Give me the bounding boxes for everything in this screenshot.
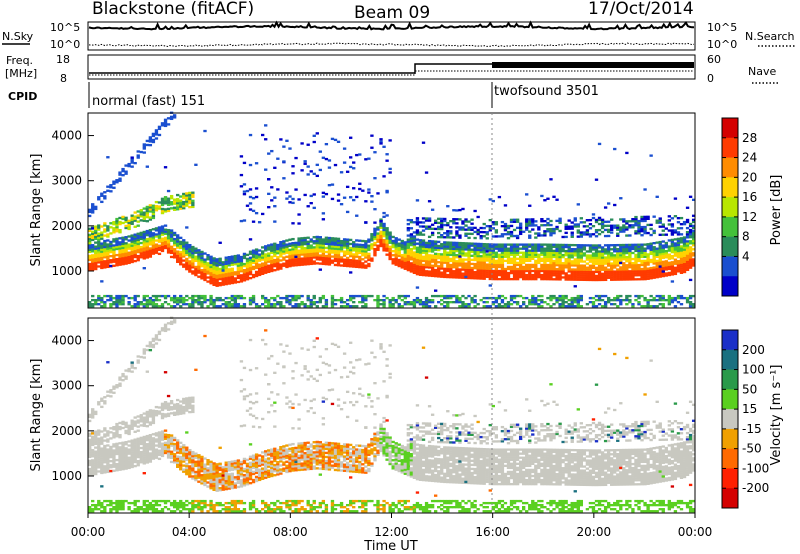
colorbar-tick-label: 100 — [742, 363, 765, 377]
colorbar-tick-label: -50 — [742, 442, 762, 456]
range-tick-label: 3000 — [51, 174, 82, 188]
velocity-ylabel: Slant Range [km] — [29, 359, 44, 472]
colorbar-tick-label: 12 — [742, 210, 757, 224]
time-tick-label: 00:00 — [678, 525, 713, 539]
range-tick-label: 4000 — [51, 334, 82, 348]
time-tick-label: 16:00 — [475, 525, 510, 539]
range-tick-label: 1000 — [51, 469, 82, 483]
colorbar-tick-label: 15 — [742, 402, 757, 416]
noise-left-tick-top: 10^5 — [50, 21, 80, 34]
colorbar-tick-label: -15 — [742, 422, 762, 436]
colorbar-tick-label: 20 — [742, 170, 757, 184]
cpid-panel: CPID normal (fast) 151 twofsound 3501 — [8, 82, 599, 109]
range-tick-label: 2000 — [51, 219, 82, 233]
colorbar-swatch — [722, 428, 738, 450]
velocity-cells — [88, 316, 696, 513]
cpid-entry-twofsound: twofsound 3501 — [494, 84, 599, 99]
beam-label: Beam 09 — [354, 3, 430, 23]
nave-dense-block — [492, 62, 694, 68]
cpid-entry-normal: normal (fast) 151 — [92, 94, 205, 109]
power-cells — [88, 111, 696, 308]
nave-label: Nave — [748, 65, 776, 78]
noise-right-tick-bottom: 10^0 — [707, 38, 737, 51]
cpid-label: CPID — [8, 90, 37, 103]
colorbar-tick-label: 16 — [742, 190, 757, 204]
range-tick-label: 3000 — [51, 379, 82, 393]
colorbar-swatch — [722, 389, 738, 410]
time-tick-label: 12:00 — [374, 525, 409, 539]
range-tick-label: 4000 — [51, 129, 82, 143]
power-panel: 1000 2000 3000 4000 Slant Range [km] — [29, 111, 696, 309]
time-tick-label: 00:00 — [71, 525, 106, 539]
noise-panel: N.Sky 10^5 10^0 10^5 10^0 N.Search — [2, 20, 795, 51]
colorbar-swatch — [722, 330, 738, 351]
power-colorbar-label: Power [dB] — [769, 175, 784, 246]
freq-unit: [MHz] — [5, 67, 37, 80]
nave-line — [89, 70, 694, 76]
range-tick-label: 1000 — [51, 264, 82, 278]
nsearch-line — [88, 42, 695, 48]
nsky-label: N.Sky — [2, 30, 34, 43]
figure-title: Blackstone (fitACF) — [92, 0, 254, 19]
nsearch-label: N.Search — [745, 30, 795, 43]
colorbar-tick-label: 200 — [742, 343, 765, 357]
velocity-yticks: 1000 2000 3000 4000 — [51, 334, 94, 483]
noise-right-tick-top: 10^5 — [707, 21, 737, 34]
colorbar-tick-label: -100 — [742, 461, 769, 475]
colorbar-tick-label: 28 — [742, 131, 757, 145]
date-label: 17/Oct/2014 — [588, 0, 694, 19]
freq-panel: Freq. [MHz] 18 8 60 0 Nave — [5, 53, 778, 85]
colorbar-swatch — [722, 276, 738, 297]
colorbar-swatch — [722, 369, 738, 390]
colorbar-swatch — [722, 197, 738, 218]
colorbar-swatch — [722, 236, 738, 257]
power-ylabel: Slant Range [km] — [29, 154, 44, 267]
colorbar-swatch — [722, 137, 738, 159]
colorbar-swatch — [722, 177, 738, 198]
colorbar-swatch — [722, 448, 738, 469]
colorbar-swatch — [722, 488, 738, 509]
time-tick-label: 08:00 — [273, 525, 308, 539]
velocity-colorbar-label: Velocity [m s⁻¹] — [769, 365, 784, 466]
nave-tick-bottom: 0 — [707, 72, 714, 85]
time-axis-label: Time UT — [363, 539, 417, 554]
range-tick-label: 2000 — [51, 424, 82, 438]
freq-tick-bottom: 8 — [60, 72, 67, 85]
colorbar-tick-label: -200 — [742, 481, 769, 495]
velocity-colorbar: 200 100 50 15 -15 -50 -100 -200 — [721, 329, 769, 509]
colorbar-swatch — [722, 118, 738, 139]
time-axis: 00:00 04:00 08:00 12:00 16:00 20:00 00:00 — [71, 513, 713, 539]
colorbar-swatch — [722, 349, 738, 371]
colorbar-tick-label: 50 — [742, 382, 757, 396]
colorbar-swatch — [722, 468, 738, 489]
colorbar-swatch — [722, 157, 738, 178]
freq-label: Freq. — [6, 54, 33, 67]
nsky-line — [88, 20, 695, 31]
noise-left-tick-bottom: 10^0 — [50, 38, 80, 51]
colorbar-tick-label: 8 — [742, 230, 750, 244]
power-colorbar: 28 24 20 16 12 8 4 — [721, 117, 757, 297]
nave-tick-top: 60 — [707, 53, 721, 66]
power-yticks: 1000 2000 3000 4000 — [51, 129, 94, 278]
colorbar-tick-label: 4 — [742, 249, 750, 263]
colorbar-swatch — [722, 409, 738, 430]
colorbar-swatch — [722, 256, 738, 277]
freq-tick-top: 18 — [56, 53, 70, 66]
time-tick-label: 20:00 — [577, 525, 612, 539]
velocity-panel: 1000 2000 3000 4000 Slant Range [km] — [29, 316, 696, 514]
colorbar-tick-label: 24 — [742, 151, 757, 165]
time-tick-label: 04:00 — [172, 525, 207, 539]
colorbar-swatch — [722, 216, 738, 238]
